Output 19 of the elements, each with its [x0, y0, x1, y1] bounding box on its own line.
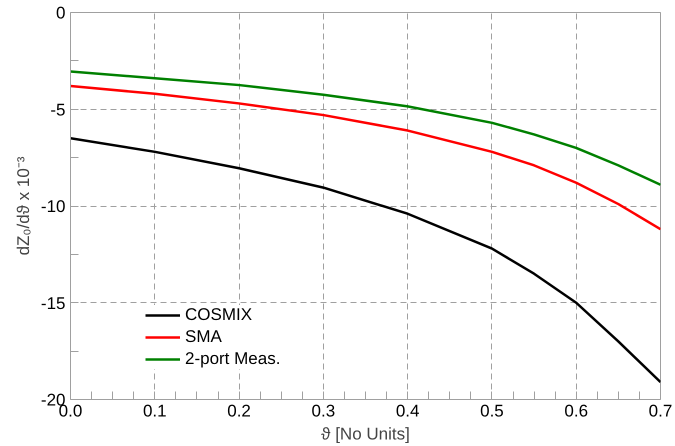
x-tick-label: 0.2: [227, 402, 251, 420]
x-tick-label: 0.6: [564, 402, 588, 420]
x-tick-label: 0.1: [142, 402, 167, 420]
line-series: [70, 84, 660, 230]
legend-label: COSMIX: [185, 305, 252, 325]
line-series: [70, 137, 660, 384]
y-tick-label: -10: [40, 197, 66, 216]
line-series: [70, 70, 660, 186]
legend-label: 2-port Meas.: [185, 349, 280, 369]
y-tick-label: -15: [40, 294, 66, 313]
x-axis-title: ϑ [No Units]: [321, 424, 410, 444]
y-axis-title: dZ₀/dϑ x 10⁻³: [14, 156, 33, 256]
x-tick-label: 0.5: [480, 402, 504, 420]
legend-label: SMA: [185, 327, 222, 347]
x-tick-label: 0.3: [312, 402, 336, 420]
x-tick-label: 0.7: [648, 402, 672, 420]
y-tick-label: -5: [50, 100, 66, 120]
y-tick-label: 0: [56, 4, 66, 22]
x-tick-label: 0.4: [396, 402, 420, 420]
